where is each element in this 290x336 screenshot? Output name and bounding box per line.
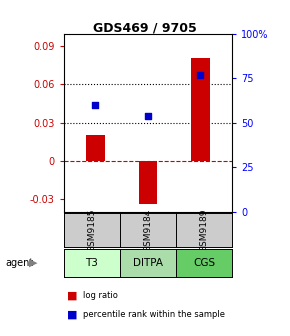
- Text: agent: agent: [6, 258, 34, 268]
- Text: GSM9185: GSM9185: [87, 208, 96, 252]
- Text: DITPA: DITPA: [133, 258, 163, 268]
- Point: [198, 72, 203, 77]
- Point: [146, 113, 150, 118]
- Text: CGS: CGS: [193, 258, 215, 268]
- Text: percentile rank within the sample: percentile rank within the sample: [83, 310, 225, 319]
- Text: T3: T3: [85, 258, 98, 268]
- Bar: [139, 161, 157, 204]
- Bar: [191, 58, 210, 161]
- Text: GSM9189: GSM9189: [200, 208, 209, 252]
- Text: log ratio: log ratio: [83, 291, 117, 300]
- Text: GDS469 / 9705: GDS469 / 9705: [93, 22, 197, 35]
- Point: [93, 102, 98, 108]
- Text: GSM9184: GSM9184: [143, 208, 153, 252]
- Text: ■: ■: [67, 291, 77, 301]
- Text: ■: ■: [67, 309, 77, 319]
- Text: ▶: ▶: [29, 258, 38, 268]
- Bar: [86, 135, 104, 161]
